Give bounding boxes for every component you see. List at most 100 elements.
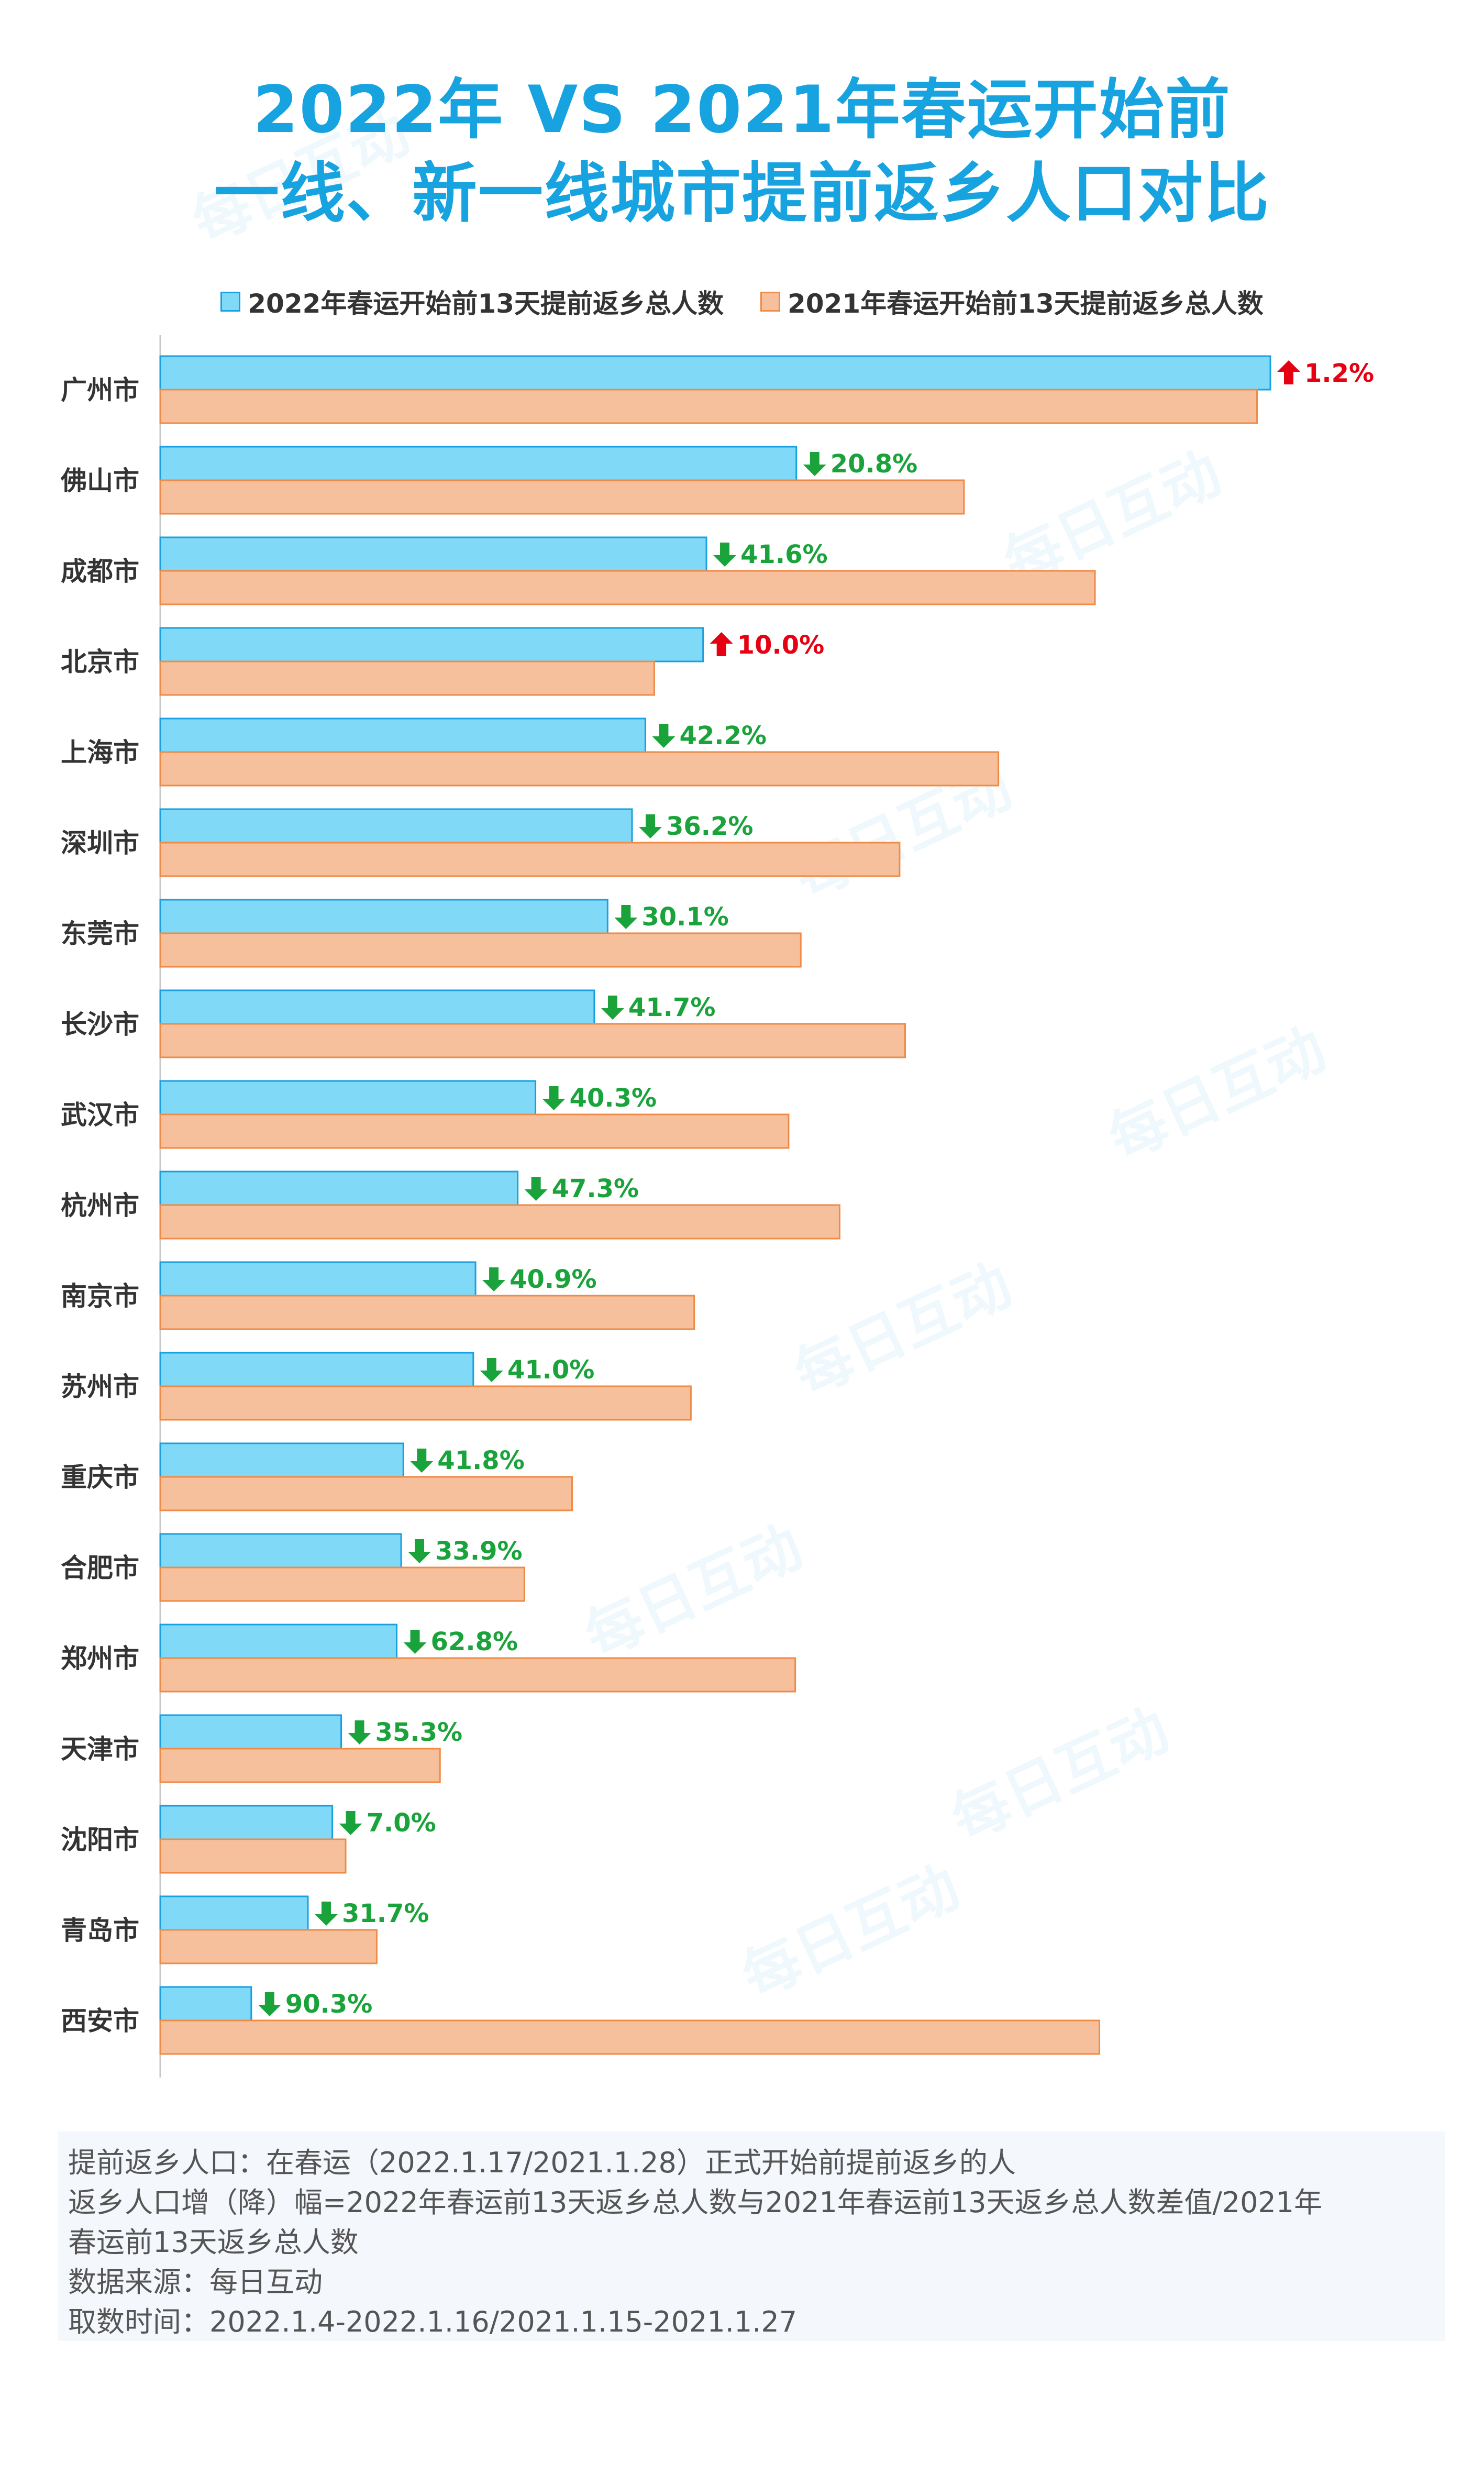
down-arrow-icon [258, 1992, 281, 2016]
bar-chart: 广州市 1.2% 佛山市 20.8% 成都市 41.6% 北京市 10.0% 上海市 42.2% 深… [60, 335, 1374, 2078]
bar-2021 [159, 2019, 1101, 2055]
change-label: 35.3% [375, 1718, 463, 1747]
legend-swatch-2022 [220, 292, 241, 312]
category-label: 合肥市 [61, 1553, 139, 1583]
bar-2021 [159, 1204, 840, 1240]
category-label: 成都市 [61, 556, 139, 587]
bar-2022 [159, 808, 633, 844]
bar-2022 [159, 1895, 309, 1931]
bar-2021 [159, 842, 901, 877]
notes-box: 提前返乡人口：在春运（2022.1.17/2021.1.28）正式开始前提前返乡… [58, 2131, 1445, 2341]
down-arrow-icon [542, 1086, 566, 1110]
down-arrow-icon [713, 543, 737, 567]
bar-2022 [159, 1261, 477, 1297]
bar-2021 [159, 1929, 378, 1964]
change-label: 41.7% [628, 993, 716, 1022]
bar-2022 [159, 355, 1271, 391]
category-label: 佛山市 [60, 466, 139, 496]
bar-2021 [159, 1385, 692, 1421]
legend-label-2021: 2021年春运开始前13天提前返乡总人数 [788, 289, 1264, 319]
bar-2022 [159, 446, 798, 481]
down-arrow-icon [408, 1539, 431, 1563]
change-label: 42.2% [679, 721, 767, 750]
change-label: 1.2% [1304, 359, 1374, 388]
bar-2022 [159, 1533, 402, 1569]
category-label: 南京市 [61, 1281, 139, 1311]
note-formula-2: 春运前13天返乡总人数 [68, 2226, 359, 2259]
change-label: 90.3% [285, 1990, 373, 2019]
bar-2022 [159, 717, 646, 753]
category-label: 苏州市 [61, 1372, 139, 1402]
note-definition: 提前返乡人口：在春运（2022.1.17/2021.1.28）正式开始前提前返乡… [68, 2146, 1016, 2179]
up-arrow-icon [710, 632, 733, 656]
legend: 2022年春运开始前13天提前返乡总人数 2021年春运开始前13天提前返乡总人… [0, 283, 1484, 321]
bar-2022 [159, 627, 704, 662]
bar-2021 [159, 1295, 695, 1330]
change-label: 10.0% [737, 631, 825, 660]
category-label: 郑州市 [61, 1643, 139, 1674]
down-arrow-icon [348, 1720, 371, 1744]
down-arrow-icon [639, 814, 662, 838]
category-label: 青岛市 [61, 1915, 139, 1946]
chart-title-line2: 一线、新一线城市提前返乡人口对比 [214, 156, 1270, 231]
category-label: 武汉市 [61, 1100, 139, 1130]
change-label: 41.0% [507, 1355, 595, 1385]
category-label: 沈阳市 [61, 1825, 139, 1855]
down-arrow-icon [803, 452, 826, 476]
bar-2021 [159, 570, 1096, 605]
change-label: 40.3% [570, 1084, 657, 1113]
bar-2021 [159, 1113, 790, 1149]
down-arrow-icon [601, 996, 624, 1020]
up-arrow-icon [1277, 360, 1300, 384]
bar-2021 [159, 751, 1000, 787]
bar-2021 [159, 479, 965, 515]
down-arrow-icon [482, 1267, 506, 1291]
change-label: 20.8% [830, 449, 918, 479]
bar-2022 [159, 1986, 252, 2022]
bar-2021 [159, 932, 802, 968]
bar-2022 [159, 1805, 334, 1840]
bar-2021 [159, 660, 655, 696]
category-label: 广州市 [61, 375, 139, 405]
category-label: 天津市 [61, 1734, 139, 1764]
down-arrow-icon [614, 905, 638, 929]
down-arrow-icon [652, 724, 675, 748]
note-period: 取数时间：2022.1.4-2022.1.16/2021.1.15-2021.1… [68, 2305, 798, 2338]
category-label: 西安市 [61, 2006, 139, 2036]
bar-2021 [159, 1476, 573, 1511]
bar-2021 [159, 389, 1258, 424]
bar-2022 [159, 1442, 404, 1478]
bar-2022 [159, 536, 707, 572]
category-label: 东莞市 [61, 919, 139, 949]
bar-2022 [159, 899, 608, 934]
down-arrow-icon [524, 1177, 548, 1201]
bar-2022 [159, 1170, 519, 1206]
bar-2022 [159, 1623, 398, 1659]
change-label: 40.9% [510, 1265, 597, 1294]
change-label: 62.8% [431, 1627, 518, 1656]
note-formula-1: 返乡人口增（降）幅=2022年春运前13天返乡总人数与2021年春运前13天返乡… [68, 2186, 1323, 2219]
bar-2021 [159, 1566, 525, 1602]
bar-2022 [159, 1352, 474, 1387]
down-arrow-icon [314, 1902, 338, 1926]
legend-label-2022: 2022年春运开始前13天提前返乡总人数 [248, 289, 724, 319]
category-label: 深圳市 [61, 828, 139, 858]
change-label: 47.3% [552, 1174, 639, 1203]
category-label: 杭州市 [61, 1190, 139, 1221]
change-label: 33.9% [435, 1537, 523, 1566]
legend-swatch-2021 [760, 292, 780, 312]
change-label: 41.6% [740, 540, 828, 569]
down-arrow-icon [480, 1358, 503, 1382]
bar-2022 [159, 989, 595, 1025]
chart-title-line1: 2022年 VS 2021年春运开始前 [253, 72, 1231, 148]
legend-item-2022: 2022年春运开始前13天提前返乡总人数 [220, 283, 724, 321]
change-label: 41.8% [437, 1446, 525, 1475]
bar-2021 [159, 1838, 347, 1874]
change-label: 31.7% [342, 1899, 429, 1928]
down-arrow-icon [403, 1630, 427, 1654]
change-label: 36.2% [666, 812, 754, 841]
change-label: 7.0% [367, 1808, 436, 1838]
change-label: 30.1% [641, 902, 729, 932]
legend-item-2021: 2021年春运开始前13天提前返乡总人数 [760, 283, 1264, 321]
category-label: 上海市 [61, 737, 139, 768]
